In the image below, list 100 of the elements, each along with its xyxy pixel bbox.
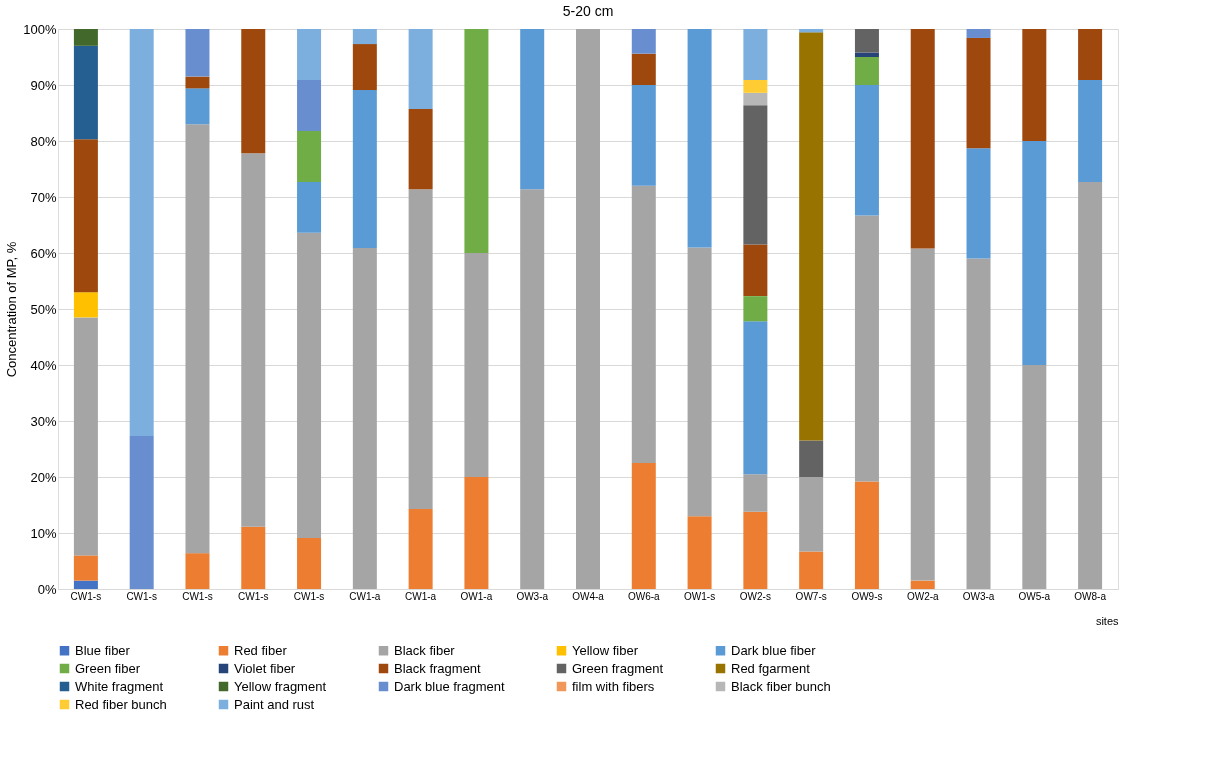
- x-tick-label: OW2-s: [739, 590, 771, 602]
- legend-label: film with fibers: [572, 678, 655, 694]
- bar: [408, 508, 433, 589]
- bar: [73, 292, 98, 318]
- legend-label: Red fiber bunch: [75, 696, 167, 712]
- bar: [297, 79, 322, 131]
- x-tick-label: OW2-a: [906, 590, 940, 602]
- bar: [743, 105, 768, 245]
- legend-label: Dark blue fiber: [731, 642, 817, 658]
- x-tick-label: OW6-a: [627, 590, 661, 602]
- bar: [966, 37, 991, 149]
- bar: [743, 244, 768, 297]
- bar: [1078, 181, 1103, 589]
- bar: [576, 29, 600, 589]
- bar: [687, 516, 712, 589]
- bar: [910, 29, 935, 249]
- bar: [408, 29, 433, 110]
- legend-label: Black fragment: [394, 660, 482, 676]
- bar: [743, 29, 768, 80]
- bar: [854, 57, 879, 85]
- bar: [352, 247, 377, 589]
- y-tick-label: 60%: [30, 245, 57, 261]
- bar: [185, 88, 210, 125]
- bar: [799, 477, 824, 552]
- bar: [241, 526, 266, 589]
- bar: [408, 189, 433, 509]
- bar: [687, 247, 712, 517]
- bar: [73, 317, 98, 556]
- bar: [185, 553, 210, 589]
- x-tick-label: CW1-a: [349, 590, 381, 602]
- bar: [1022, 141, 1047, 365]
- bar: [185, 124, 210, 554]
- bar: [352, 29, 377, 45]
- legend-label: Red fiber: [234, 642, 288, 658]
- legend-label: White fragment: [75, 678, 164, 694]
- bar: [297, 232, 322, 539]
- bar: [520, 189, 545, 589]
- x-tick-label: CW1-a: [405, 590, 437, 602]
- y-tick-label: 90%: [30, 77, 57, 93]
- bar: [631, 85, 656, 186]
- legend-label: Green fragment: [572, 660, 664, 676]
- bar: [799, 440, 824, 477]
- bar: [743, 296, 768, 322]
- bar: [1022, 365, 1047, 589]
- x-tick-label: CW1-s: [126, 590, 157, 602]
- y-tick-label: 40%: [30, 357, 57, 373]
- bar: [185, 76, 210, 89]
- bar: [966, 29, 991, 38]
- bar: [241, 153, 266, 527]
- y-tick-label: 70%: [30, 189, 57, 205]
- x-tick-label: CW1-s: [293, 590, 325, 602]
- bar: [352, 44, 377, 91]
- bar: [743, 79, 768, 93]
- bar: [799, 32, 824, 441]
- x-tick-label: CW1-s: [182, 590, 213, 602]
- bar: [185, 29, 210, 77]
- x-tick-label: OW5-a: [1018, 590, 1051, 602]
- bar: [687, 29, 712, 248]
- y-tick-label: 80%: [30, 133, 57, 149]
- x-tick-label: OW3-a: [962, 590, 995, 602]
- bar: [73, 45, 98, 140]
- x-tick-label: CW1-s: [237, 590, 269, 602]
- y-tick-label: 30%: [30, 413, 57, 429]
- legend-label: Yellow fragment: [234, 678, 327, 694]
- bar: [241, 29, 266, 154]
- x-tick-label: OW1-s: [684, 590, 716, 602]
- bar: [73, 29, 98, 46]
- legend-label: Yellow fiber: [572, 642, 639, 658]
- bar: [631, 185, 656, 463]
- bar: [73, 580, 98, 589]
- legend-label: Green fiber: [75, 660, 141, 676]
- legend-label: Paint and rust: [234, 696, 315, 712]
- bar: [631, 29, 656, 54]
- legend-label: Black fiber: [394, 642, 456, 658]
- bar: [297, 29, 322, 80]
- bar: [743, 474, 768, 512]
- y-tick-label: 0%: [37, 581, 57, 597]
- y-tick-label: 50%: [30, 301, 57, 317]
- bar: [631, 463, 656, 589]
- bar: [743, 511, 768, 589]
- y-axis-title: Concentration of MP, %: [4, 241, 20, 378]
- bar: [520, 29, 545, 190]
- bar: [799, 551, 824, 589]
- bar: [1078, 79, 1103, 182]
- x-tick-label: OW8-a: [1074, 590, 1107, 602]
- bar: [910, 248, 935, 581]
- bar: [910, 580, 935, 589]
- chart-title: 5-20 cm: [562, 3, 614, 19]
- legend-label: Dark blue fragment: [394, 678, 505, 694]
- bar: [464, 477, 489, 589]
- bar: [1022, 29, 1047, 141]
- x-axis-title: sites: [1095, 614, 1119, 627]
- bar: [464, 29, 489, 253]
- legend-label: Violet fiber: [234, 660, 296, 676]
- x-tick-label: CW1-s: [70, 590, 102, 602]
- y-tick-label: 10%: [30, 525, 57, 541]
- bar: [966, 258, 991, 589]
- bar: [352, 90, 377, 248]
- bar: [129, 29, 154, 437]
- bar: [854, 481, 879, 589]
